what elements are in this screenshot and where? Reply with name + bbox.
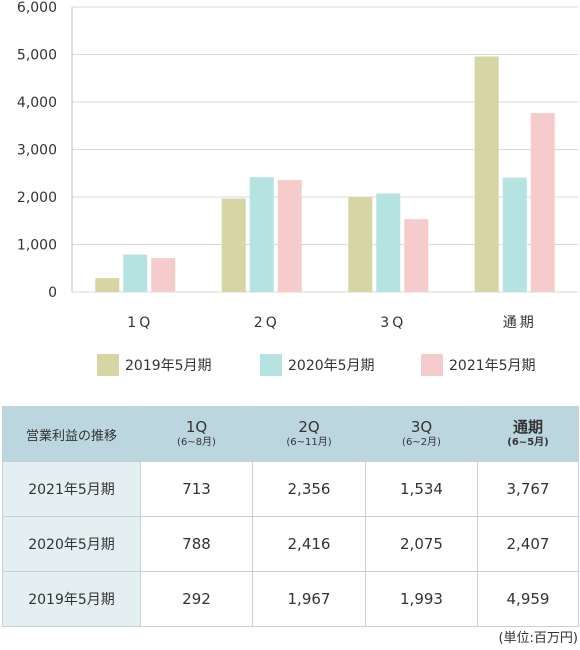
operating-profit-chart: 0 1,000 2,000 3,000 4,000 5,000 6,000 1Q 2Q 3Q 通期 (17, 0, 578, 331)
table-row: 2020年5月期 788 2,416 2,075 2,407 (2, 516, 579, 572)
legend-swatch-2019 (97, 354, 119, 376)
table-header-1q: 1Q (6~8月) (140, 406, 253, 462)
table-header-3q-label: 3Q (410, 418, 433, 436)
operating-profit-table: 営業利益の推移 1Q (6~8月) 2Q (6~11月) 3Q (6~2月) 通… (2, 406, 579, 627)
x-tick-label: 3Q (380, 315, 406, 331)
legend-swatch-2021 (421, 354, 443, 376)
chart-legend: 2019年5月期 2020年5月期 2021年5月期 (0, 352, 580, 378)
bar (95, 278, 120, 292)
y-axis-labels: 0 1,000 2,000 3,000 4,000 5,000 6,000 (17, 0, 57, 301)
table-header-1q-period: (6~8月) (177, 437, 216, 448)
table-header-full-year: 通期 (6~5月) (477, 406, 579, 462)
table-row-label: 2020年5月期 (2, 516, 141, 572)
legend-item-2020: 2020年5月期 (260, 352, 375, 378)
table-cell: 2,407 (477, 516, 579, 572)
bar (530, 113, 555, 292)
x-axis-labels: 1Q 2Q 3Q 通期 (127, 315, 537, 331)
legend-label-2020: 2020年5月期 (288, 358, 375, 374)
bar (221, 198, 246, 292)
legend-item-2021: 2021年5月期 (421, 352, 536, 378)
table-row: 2021年5月期 713 2,356 1,534 3,767 (2, 461, 579, 517)
table-row: 2019年5月期 292 1,967 1,993 4,959 (2, 571, 579, 627)
table-corner-cell: 営業利益の推移 (2, 406, 141, 462)
bar (249, 177, 274, 292)
table-header-3q-period: (6~2月) (402, 437, 441, 448)
unit-note: (単位:百万円) (498, 631, 578, 646)
table-header-row: 営業利益の推移 1Q (6~8月) 2Q (6~11月) 3Q (6~2月) 通… (2, 406, 579, 462)
table-row-label: 2021年5月期 (2, 461, 141, 517)
table-cell: 1,993 (365, 571, 478, 627)
table-header-2q-period: (6~11月) (286, 437, 332, 448)
table-cell: 2,356 (252, 461, 366, 517)
bar (151, 258, 176, 292)
y-tick-label: 5,000 (17, 48, 57, 64)
bar (404, 219, 429, 292)
bar (277, 180, 302, 292)
table-cell: 713 (140, 461, 253, 517)
table-cell: 1,967 (252, 571, 366, 627)
table-header-2q: 2Q (6~11月) (252, 406, 366, 462)
table-cell: 4,959 (477, 571, 579, 627)
x-tick-label: 通期 (503, 315, 537, 331)
y-tick-label: 6,000 (17, 0, 57, 16)
y-tick-label: 2,000 (17, 190, 57, 206)
chart-gridlines (71, 6, 578, 293)
table-header-2q-label: 2Q (298, 418, 320, 436)
table-header-full-year-label: 通期 (512, 418, 543, 436)
table-header-1q-label: 1Q (185, 418, 208, 436)
table-header-full-year-period: (6~5月) (507, 437, 549, 448)
y-tick-label: 0 (48, 285, 57, 301)
legend-swatch-2020 (260, 354, 282, 376)
bar (474, 56, 499, 293)
table-row-label: 2019年5月期 (2, 571, 141, 627)
table-header-3q: 3Q (6~2月) (365, 406, 478, 462)
table-corner-label: 営業利益の推移 (25, 428, 117, 444)
table-cell: 1,534 (365, 461, 478, 517)
chart-bars (95, 56, 555, 293)
bar (376, 193, 401, 292)
x-tick-label: 2Q (254, 315, 280, 331)
y-tick-label: 4,000 (17, 95, 57, 111)
x-tick-label: 1Q (127, 315, 153, 331)
table-cell: 788 (140, 516, 253, 572)
bar (502, 177, 527, 292)
y-tick-label: 3,000 (17, 143, 57, 159)
legend-label-2019: 2019年5月期 (125, 358, 212, 374)
y-tick-label: 1,000 (17, 238, 57, 254)
table-cell: 2,075 (365, 516, 478, 572)
table-cell: 292 (140, 571, 253, 627)
table-cell: 3,767 (477, 461, 579, 517)
bar (348, 197, 373, 292)
legend-label-2021: 2021年5月期 (449, 358, 536, 374)
legend-item-2019: 2019年5月期 (97, 352, 212, 378)
bar (123, 254, 148, 292)
table-cell: 2,416 (252, 516, 366, 572)
